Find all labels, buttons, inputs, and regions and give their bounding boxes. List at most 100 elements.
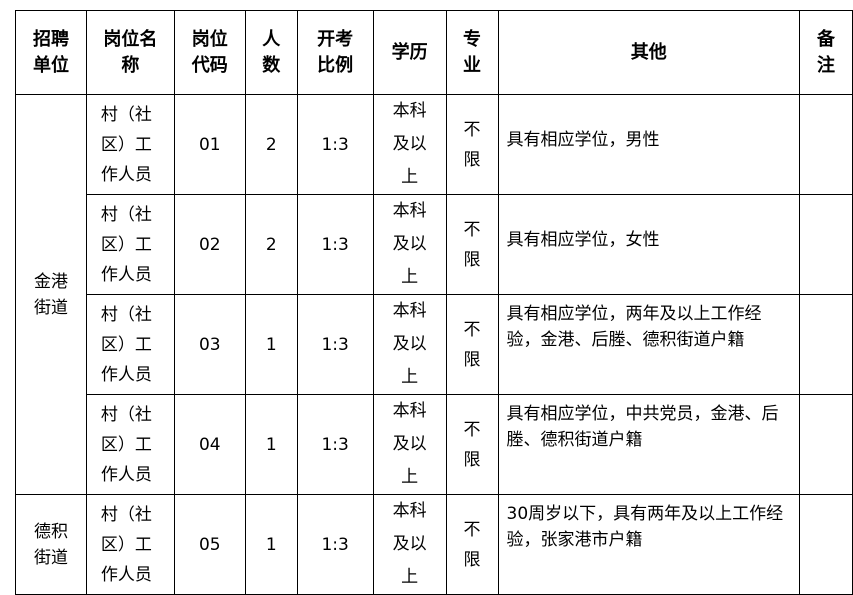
other-requirements-cell: 具有相应学位，男性 <box>497 94 801 195</box>
header-label: 岗位代码 <box>191 28 228 76</box>
header-label: 招聘单位 <box>32 28 69 76</box>
cell-line: 作人员 <box>100 164 152 185</box>
header-label: 开考比例 <box>317 28 354 76</box>
header-label: 备注 <box>817 28 835 76</box>
cell-line: 金港 <box>33 271 68 292</box>
cell-line: 作人员 <box>100 464 152 485</box>
position-code-cell: 01 <box>173 94 246 195</box>
header-count: 人数 <box>244 10 298 95</box>
header-position-name: 岗位名称 <box>85 10 175 95</box>
cell-line: 限 <box>463 249 481 270</box>
header-note: 备注 <box>799 10 853 95</box>
cell-line: 区）工 <box>100 234 152 255</box>
education-cell: 本科 及以上 <box>372 394 447 495</box>
cell-line: 村（社 <box>100 504 152 525</box>
header-other: 其他 <box>497 10 801 95</box>
header-label: 岗位名称 <box>103 28 158 76</box>
cell-line: 限 <box>463 549 481 570</box>
count-cell: 1 <box>244 494 298 595</box>
exam-ratio-cell: 1:3 <box>296 494 374 595</box>
cell-line: 本科 <box>392 501 427 521</box>
cell-line: 本科 <box>392 401 427 421</box>
cell-line: 不 <box>463 219 481 240</box>
cell-line: 上 <box>401 467 419 487</box>
header-position-code: 岗位代码 <box>173 10 246 95</box>
note-cell <box>799 494 853 595</box>
cell-line: 限 <box>463 449 481 470</box>
major-cell: 不限 <box>445 94 499 195</box>
cell-line: 不 <box>463 319 481 340</box>
cell-line: 区）工 <box>100 434 152 455</box>
header-label: 学历 <box>391 41 428 63</box>
position-code-cell: 03 <box>173 294 246 395</box>
cell-line: 及以 <box>392 134 427 154</box>
cell-line: 作人员 <box>100 364 152 385</box>
header-unit: 招聘单位 <box>15 10 87 95</box>
education-cell: 本科 及以上 <box>372 94 447 195</box>
position-name-cell: 村（社区）工作人员 <box>85 194 175 295</box>
other-requirements-cell: 具有相应学位，两年及以上工作经验，金港、后塍、德积街道户籍 <box>497 294 801 395</box>
other-requirements-cell: 具有相应学位，中共党员，金港、后塍、德积街道户籍 <box>497 394 801 495</box>
count-cell: 1 <box>244 294 298 395</box>
cell-line: 不 <box>463 119 481 140</box>
cell-line: 及以 <box>392 534 427 554</box>
header-education: 学历 <box>372 10 447 95</box>
education-cell: 本科 及以上 <box>372 494 447 595</box>
header-label: 人数 <box>262 28 281 76</box>
exam-ratio-cell: 1:3 <box>296 194 374 295</box>
note-cell <box>799 294 853 395</box>
unit-cell: 金港 街道 <box>15 94 87 495</box>
header-label: 专业 <box>463 28 482 76</box>
count-cell: 1 <box>244 394 298 495</box>
table-row: 村（社 区）工 作人员 04 1 1:3 本科 及以上不限具有相应学位，中共党员，金港、后塍、… <box>16 394 853 495</box>
cell-line: 作人员 <box>100 264 152 285</box>
exam-ratio-cell: 1:3 <box>296 94 374 195</box>
major-cell: 不限 <box>445 494 499 595</box>
table-row: 德积 街道 村（社 区）工 作人员 05 1 1:3 本科 及以上不限 30周岁以下，具有两年及以上… <box>15 494 853 595</box>
cell-line: 德积 <box>33 521 68 542</box>
other-requirements-cell: 具有相应学位，女性 <box>497 194 801 295</box>
count-cell: 2 <box>244 194 298 295</box>
cell-line: 限 <box>463 149 481 170</box>
cell-line: 本科 <box>392 101 427 121</box>
count-cell: 2 <box>244 94 298 195</box>
education-cell: 本科 及以上 <box>372 194 447 295</box>
recruitment-table: 招聘单位 岗位名称 岗位代码 人数 开考比例 学历 专业 其他 备注 金港 街道 村（社 区）工 作人员… <box>15 10 853 595</box>
cell-line: 上 <box>401 167 419 187</box>
header-label: 其他 <box>630 41 667 63</box>
cell-line: 作人员 <box>100 564 152 585</box>
note-cell <box>799 394 853 495</box>
note-cell <box>799 94 853 195</box>
exam-ratio-cell: 1:3 <box>296 394 374 495</box>
cell-line: 及以 <box>392 334 427 354</box>
cell-line: 街道 <box>33 547 68 568</box>
cell-line: 村（社 <box>100 104 152 125</box>
other-requirements-cell: 30周岁以下，具有两年及以上工作经验，张家港市户籍 <box>497 494 801 595</box>
header-major: 专业 <box>445 10 499 95</box>
major-cell: 不限 <box>445 194 499 295</box>
cell-line: 村（社 <box>100 204 152 225</box>
position-name-cell: 村（社 区）工 作人员 <box>85 294 175 395</box>
table-row: 村（社 区）工 作人员 02 2 1:3 本科 及以上不限具有相应学位，女性 <box>16 194 853 295</box>
position-code-cell: 02 <box>173 194 246 295</box>
position-name-cell: 村（社 区）工 作人员 <box>85 394 175 495</box>
position-code-cell: 04 <box>173 394 246 495</box>
cell-line: 区）工 <box>100 334 152 355</box>
cell-line: 及以 <box>392 234 427 254</box>
position-name-cell: 村（社区）工作人员 <box>85 494 175 595</box>
education-cell: 本科 及以上 <box>372 294 447 395</box>
cell-line: 不 <box>463 519 481 540</box>
cell-line: 本科 <box>392 301 427 321</box>
cell-line: 区）工 <box>100 134 152 155</box>
header-exam-ratio: 开考比例 <box>296 10 374 95</box>
cell-line: 上 <box>401 367 419 387</box>
cell-line: 限 <box>463 349 481 370</box>
table-row: 金港 街道 村（社 区）工 作人员 01 2 1:3 本科 及以上不限具有相应学位，男性 <box>15 94 853 495</box>
cell-line: 本科 <box>392 201 427 221</box>
cell-line: 街道 <box>33 297 68 318</box>
major-cell: 不限 <box>445 294 499 395</box>
header-row: 招聘单位 岗位名称 岗位代码 人数 开考比例 学历 专业 其他 备注 <box>15 10 853 95</box>
position-code-cell: 05 <box>173 494 246 595</box>
unit-cell: 德积 街道 <box>15 494 87 595</box>
cell-line: 区）工 <box>100 534 152 555</box>
